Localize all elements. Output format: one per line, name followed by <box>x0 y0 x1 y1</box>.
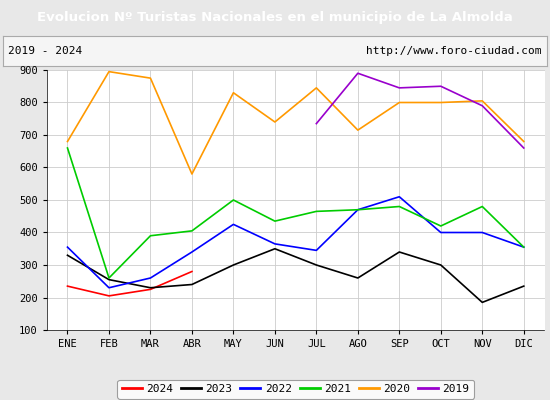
Text: 2019 - 2024: 2019 - 2024 <box>8 46 82 56</box>
Legend: 2024, 2023, 2022, 2021, 2020, 2019: 2024, 2023, 2022, 2021, 2020, 2019 <box>117 380 474 398</box>
Text: Evolucion Nº Turistas Nacionales en el municipio de La Almolda: Evolucion Nº Turistas Nacionales en el m… <box>37 12 513 24</box>
Text: http://www.foro-ciudad.com: http://www.foro-ciudad.com <box>366 46 542 56</box>
